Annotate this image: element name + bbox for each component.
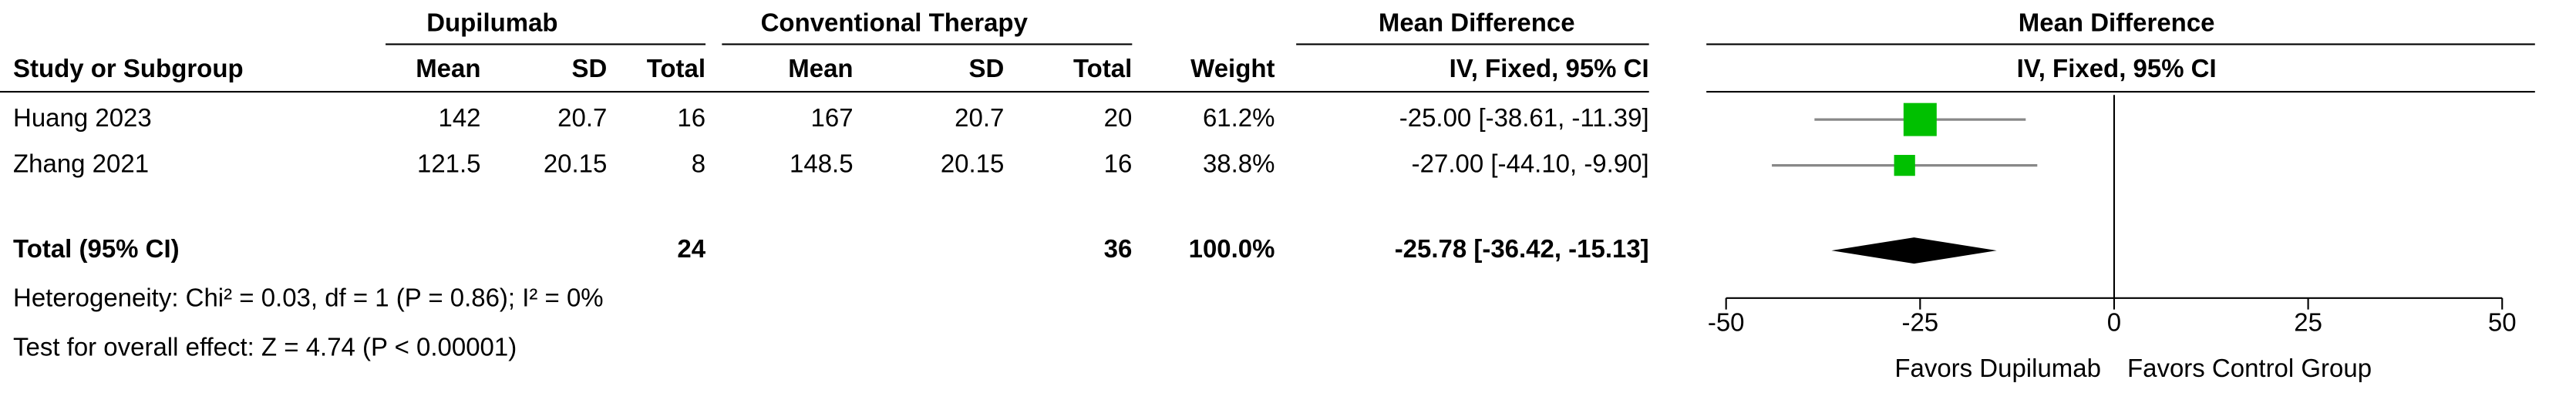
column-header: Study or Subgroup [13,54,244,82]
table-cell: 121.5 [417,149,481,177]
column-header: SD [572,54,608,82]
column-header: Total [1073,54,1132,82]
x-tick-label: -25 [1901,307,1938,336]
table-cell: 20 [1104,103,1133,132]
total-weight: 100.0% [1189,234,1275,263]
heterogeneity: Heterogeneity: Chi² = 0.03, df = 1 (P = … [13,284,604,312]
column-header: IV, Fixed, 95% CI [2017,54,2217,82]
column-header: IV, Fixed, 95% CI [1450,54,1649,82]
favors-right: Favors Control Group [2127,354,2372,382]
total-label: Total (95% CI) [13,234,180,263]
favors-left: Favors Dupilumab [1894,354,2101,382]
table-cell: 20.7 [955,103,1004,132]
overall-effect: Test for overall effect: Z = 4.74 (P < 0… [13,332,517,361]
table-cell: 20.15 [941,149,1005,177]
x-tick-label: 50 [2488,307,2517,336]
column-header: Mean [416,54,480,82]
total-cell: 24 [677,234,705,263]
group-header: Conventional Therapy [761,8,1029,37]
total-effect-ci: -25.78 [-36.42, -15.13] [1395,234,1649,263]
column-header: Total [647,54,705,82]
pooled-diamond [1831,237,1997,264]
group-header: Mean Difference [2019,8,2215,37]
table-cell: 148.5 [790,149,854,177]
x-tick-label: -50 [1708,307,1745,336]
table-cell: 8 [692,149,705,177]
group-header: Mean Difference [1379,8,1575,37]
study-name: Huang 2023 [13,103,152,132]
total-cell: 36 [1104,234,1133,263]
x-tick-label: 0 [2107,307,2121,336]
effect-ci: -27.00 [-44.10, -9.90] [1412,149,1649,177]
effect-square [1903,102,1937,136]
group-header: Dupilumab [426,8,557,37]
column-header: Weight [1190,54,1275,82]
table-cell: 142 [438,103,480,132]
weight: 38.8% [1203,149,1275,177]
effect-ci: -25.00 [-38.61, -11.39] [1399,103,1649,132]
x-tick-label: 25 [2294,307,2322,336]
table-cell: 20.15 [544,149,608,177]
table-cell: 20.7 [557,103,607,132]
table-cell: 16 [1104,149,1133,177]
table-cell: 16 [677,103,705,132]
column-header: Mean [788,54,853,82]
study-name: Zhang 2021 [13,149,149,177]
column-header: SD [969,54,1005,82]
table-cell: 167 [811,103,854,132]
weight: 61.2% [1203,103,1275,132]
effect-square [1894,155,1915,176]
